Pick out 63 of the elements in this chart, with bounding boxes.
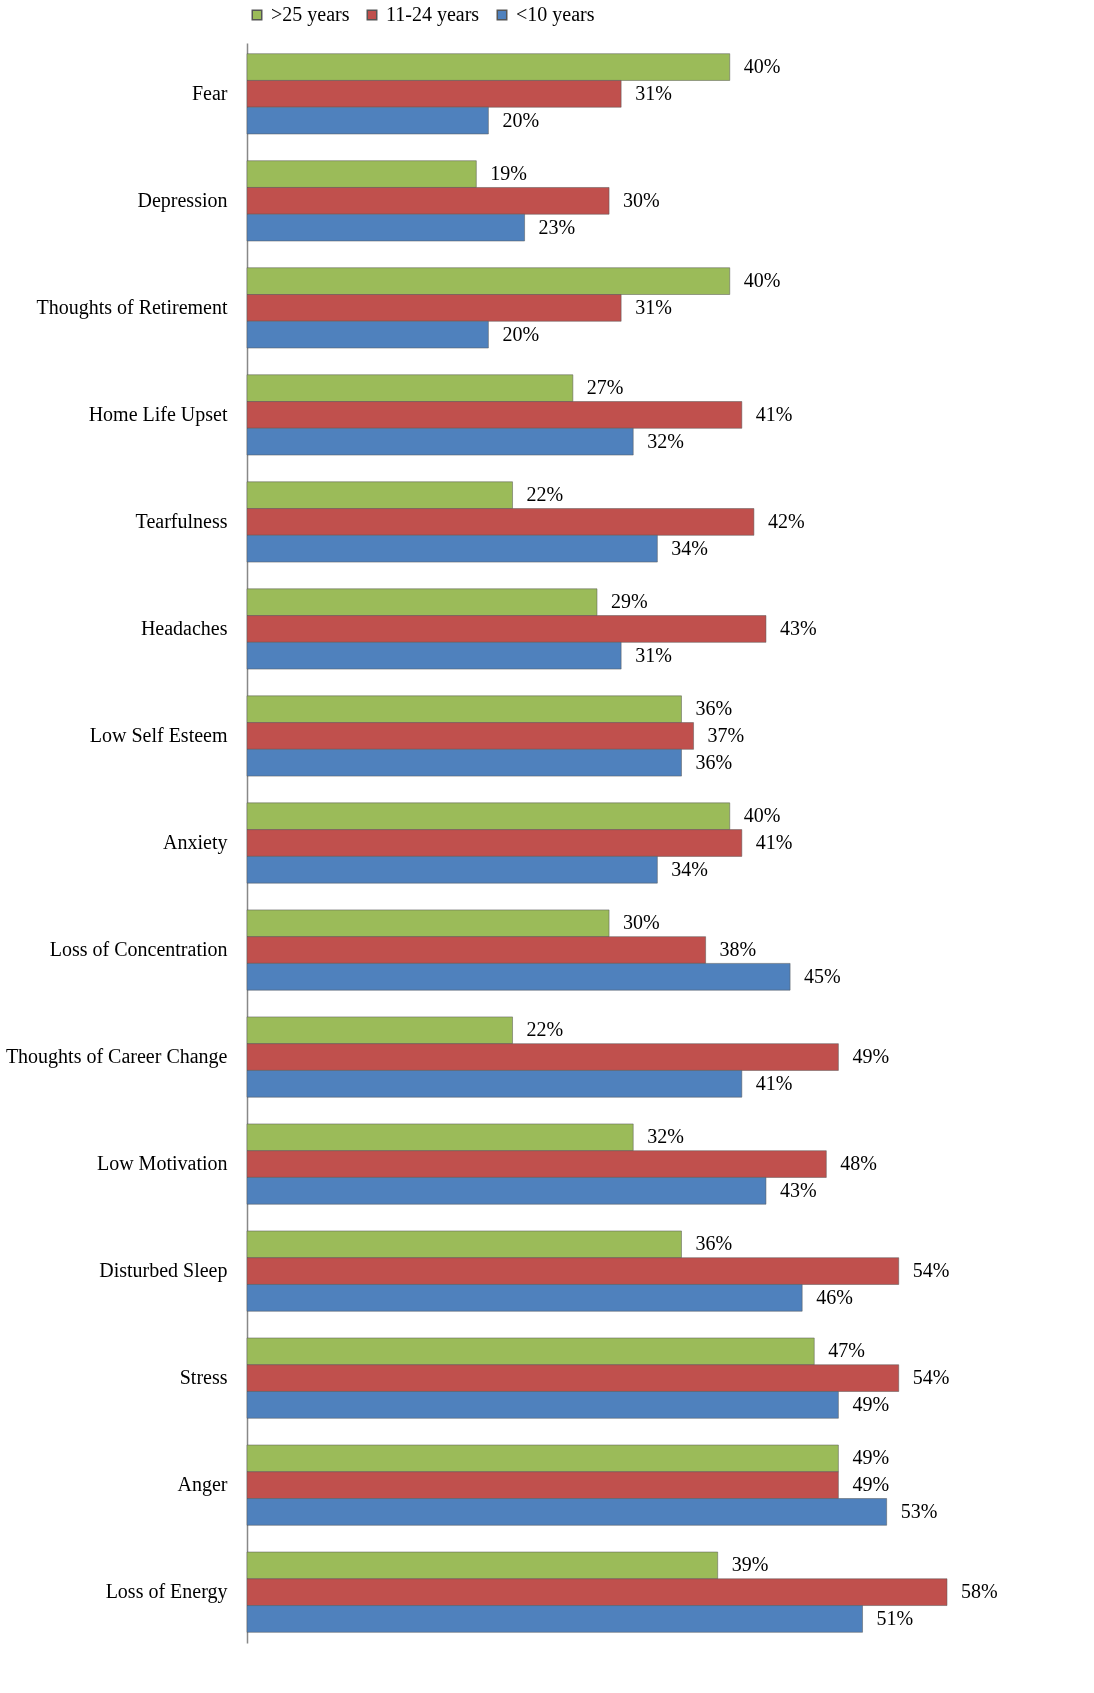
data-label: 27% — [586, 376, 624, 399]
y-tick-label: Headaches — [140, 616, 228, 639]
data-label: 30% — [623, 188, 660, 211]
data-label: 41% — [755, 402, 793, 425]
y-tick-label: Thoughts of Career Change — [5, 1045, 228, 1069]
data-label: 49% — [852, 1446, 890, 1469]
legend-label: <10 years — [516, 3, 595, 26]
y-tick-label: Anger — [177, 1473, 228, 1497]
data-label: 20% — [502, 322, 540, 345]
y-tick-label: Low Motivation — [96, 1152, 228, 1175]
data-label: 32% — [647, 429, 684, 452]
data-label: 23% — [538, 215, 576, 238]
y-tick-label: Home Life Upset — [88, 402, 228, 426]
y-tick-label: Fear — [191, 81, 228, 104]
data-label: 36% — [695, 1232, 733, 1255]
y-tick-label: Depression — [137, 188, 228, 212]
y-tick-label: Anxiety — [163, 831, 228, 854]
data-label: 34% — [671, 536, 709, 559]
data-label: 32% — [647, 1125, 684, 1148]
y-tick-label: Thoughts of Retirement — [36, 295, 228, 319]
data-label: 43% — [779, 1178, 817, 1201]
data-label: 43% — [779, 616, 817, 639]
data-label: 40% — [743, 269, 781, 292]
data-label: 47% — [828, 1339, 865, 1362]
data-label: 42% — [767, 509, 805, 532]
data-label: 58% — [961, 1580, 998, 1603]
data-label: 40% — [743, 55, 781, 78]
y-tick-label: Tearfulness — [135, 509, 228, 532]
data-label: 36% — [695, 697, 733, 720]
data-label: 19% — [490, 162, 527, 185]
data-label: 54% — [912, 1259, 950, 1282]
y-tick-label: Loss of Concentration — [49, 938, 228, 961]
y-tick-label: Disturbed Sleep — [99, 1259, 228, 1283]
data-label: 22% — [526, 1018, 564, 1041]
y-tick-label: Low Self Esteem — [89, 723, 228, 746]
data-label: 22% — [526, 483, 564, 506]
data-label: 45% — [804, 964, 841, 987]
y-tick-label: Loss of Energy — [105, 1580, 228, 1604]
data-label: 40% — [743, 804, 781, 827]
data-label: 29% — [611, 590, 648, 613]
data-label: 49% — [852, 1392, 890, 1415]
data-label: 41% — [755, 831, 793, 853]
data-label: 46% — [816, 1285, 853, 1308]
data-label: 49% — [852, 1045, 890, 1068]
data-label: 49% — [852, 1473, 890, 1496]
data-label: 34% — [671, 857, 709, 880]
y-tick-label: Stress — [179, 1366, 228, 1389]
data-label: 53% — [900, 1499, 938, 1522]
data-label: 36% — [695, 750, 733, 773]
data-label: 31% — [635, 643, 672, 666]
legend-label: 11-24 years — [386, 3, 480, 26]
data-label: 31% — [635, 81, 672, 104]
data-label: 37% — [707, 723, 745, 746]
legend-label: >25 years — [271, 3, 350, 26]
data-label: 41% — [755, 1071, 793, 1094]
data-label: 51% — [876, 1606, 914, 1629]
data-label: 38% — [719, 938, 757, 961]
data-label: 20% — [502, 108, 540, 131]
data-label: 48% — [840, 1152, 877, 1175]
data-label: 30% — [623, 911, 660, 934]
data-label: 39% — [731, 1553, 769, 1576]
data-label: 54% — [912, 1366, 950, 1389]
data-label: 31% — [635, 295, 672, 318]
